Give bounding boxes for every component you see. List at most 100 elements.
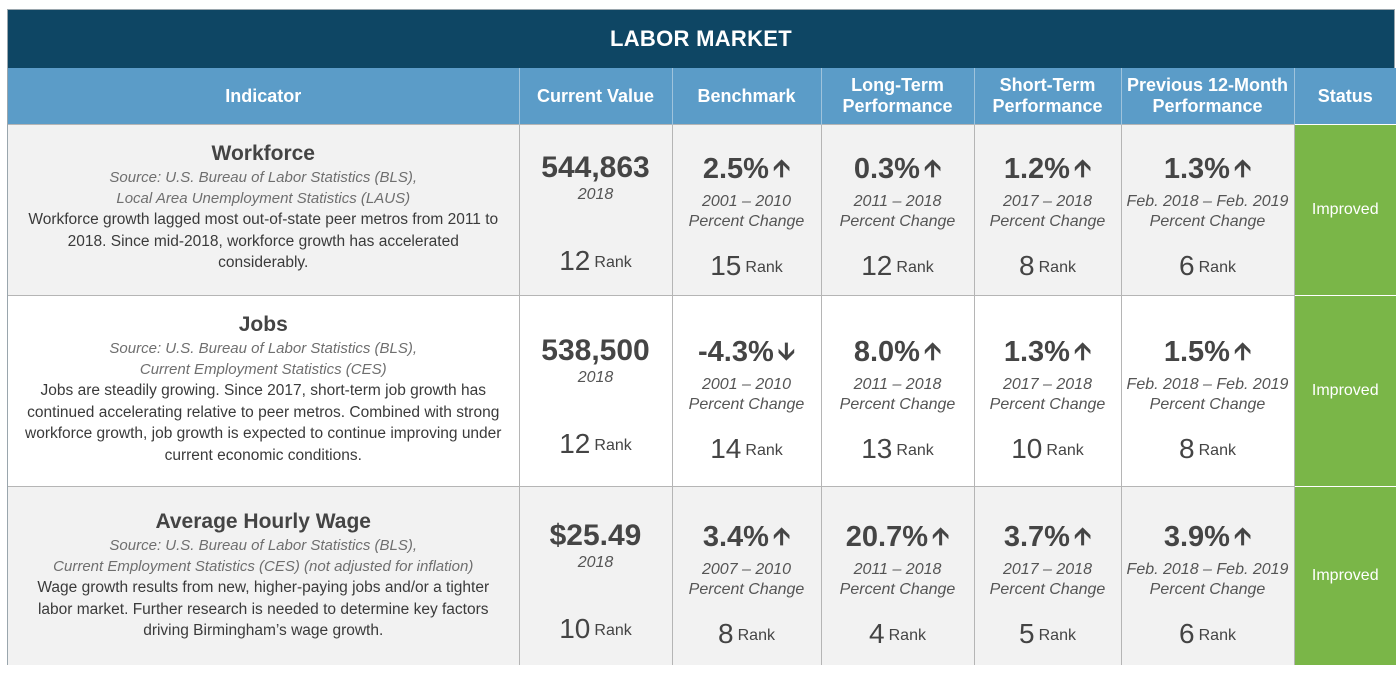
arrow-up-icon: 🡩 xyxy=(1233,523,1252,550)
rank-number: 14 xyxy=(710,433,742,464)
benchmark-cell: 2.5% 🡩 2001 – 2010 Percent Change 15 Rank xyxy=(672,124,822,296)
long-term-cell: 0.3% 🡩 2011 – 2018 Percent Change 12 Rank xyxy=(821,124,975,296)
previous-12-month-cell: 1.5% 🡩 Feb. 2018 – Feb. 2019 Percent Chan… xyxy=(1121,295,1295,487)
header-benchmark: Benchmark xyxy=(672,68,822,125)
arrow-up-icon: 🡩 xyxy=(1073,523,1092,550)
header-short-term: Short-Term Performance xyxy=(974,68,1122,125)
rank-label: Rank xyxy=(1198,259,1236,276)
benchmark-percent: 2.5% xyxy=(702,153,769,185)
benchmark-cell: 3.4% 🡩 2007 – 2010 Percent Change 8 Rank xyxy=(672,486,822,665)
long-term-period: 2011 – 2018 xyxy=(853,193,942,210)
short-term-cell: 3.7% 🡩 2017 – 2018 Percent Change 5 Rank xyxy=(974,486,1122,665)
indicator-cell: Average Hourly Wage Source: U.S. Bureau … xyxy=(8,486,520,665)
labor-market-table: Indicator Current Value Benchmark Long-T… xyxy=(8,68,1396,665)
table-row-workforce: Workforce Source: U.S. Bureau of Labor S… xyxy=(8,124,1396,296)
short-term-period: 2017 – 2018 xyxy=(1003,376,1092,393)
long-term-rank: 4 Rank xyxy=(822,618,974,650)
arrow-up-icon: 🡩 xyxy=(923,338,942,365)
long-term-period: 2011 – 2018 xyxy=(853,376,942,393)
previous-12-month-rank: 6 Rank xyxy=(1122,618,1294,650)
previous-12-month-rank: 6 Rank xyxy=(1122,250,1294,282)
long-term-rank: 12 Rank xyxy=(822,250,974,282)
header-status: Status xyxy=(1294,68,1396,125)
rank-label: Rank xyxy=(1038,259,1076,276)
indicator-source-line2: Current Employment Statistics (CES) xyxy=(139,361,387,378)
rank-number: 10 xyxy=(1011,433,1043,464)
previous-12-month-label: Percent Change xyxy=(1149,396,1266,413)
current-year: 2018 xyxy=(577,554,614,571)
current-year: 2018 xyxy=(577,186,614,203)
previous-12-month-label: Percent Change xyxy=(1149,581,1266,598)
header-indicator: Indicator xyxy=(8,68,520,125)
rank-number: 8 xyxy=(1179,433,1195,464)
long-term-cell: 20.7% 🡩 2011 – 2018 Percent Change 4 Rank xyxy=(821,486,975,665)
table-title: LABOR MARKET xyxy=(8,10,1394,68)
arrow-up-icon: 🡩 xyxy=(923,155,942,182)
rank-number: 10 xyxy=(559,613,591,644)
indicator-source-line2: Current Employment Statistics (CES) (not… xyxy=(53,558,474,575)
previous-12-month-percent: 1.5% xyxy=(1163,336,1230,368)
indicator-description: Workforce growth lagged most out-of-stat… xyxy=(28,211,499,271)
current-value-cell: 538,500 2018 12 Rank xyxy=(519,295,673,487)
table-row-average-hourly-wage: Average Hourly Wage Source: U.S. Bureau … xyxy=(8,486,1396,665)
rank-number: 6 xyxy=(1179,250,1195,281)
rank-number: 8 xyxy=(1019,250,1035,281)
long-term-label: Percent Change xyxy=(839,396,956,413)
rank-label: Rank xyxy=(737,627,775,644)
status-badge: Improved xyxy=(1294,486,1396,665)
current-rank: 12 Rank xyxy=(520,245,672,277)
short-term-period: 2017 – 2018 xyxy=(1003,561,1092,578)
short-term-label: Percent Change xyxy=(989,396,1106,413)
benchmark-label: Percent Change xyxy=(688,213,805,230)
header-long-term: Long-Term Performance xyxy=(821,68,975,125)
labor-market-table-container: LABOR MARKET Indicator Current Value Ben… xyxy=(7,9,1396,665)
benchmark-label: Percent Change xyxy=(688,581,805,598)
long-term-label: Percent Change xyxy=(839,213,956,230)
previous-12-month-period: Feb. 2018 – Feb. 2019 xyxy=(1126,561,1289,578)
header-prev-line2: Performance xyxy=(1152,96,1263,116)
previous-12-month-period: Feb. 2018 – Feb. 2019 xyxy=(1126,376,1289,393)
previous-12-month-cell: 3.9% 🡩 Feb. 2018 – Feb. 2019 Percent Chan… xyxy=(1121,486,1295,665)
header-previous-12-month: Previous 12-Month Performance xyxy=(1121,68,1295,125)
benchmark-percent: -4.3% xyxy=(698,336,774,368)
arrow-up-icon: 🡩 xyxy=(1073,338,1092,365)
rank-label: Rank xyxy=(896,442,934,459)
long-term-percent: 0.3% xyxy=(853,153,920,185)
rank-number: 5 xyxy=(1019,618,1035,649)
current-value-cell: $25.49 2018 10 Rank xyxy=(519,486,673,665)
arrow-up-icon: 🡩 xyxy=(1233,338,1252,365)
rank-number: 4 xyxy=(869,618,885,649)
indicator-description: Jobs are steadily growing. Since 2017, s… xyxy=(25,382,502,464)
rank-number: 6 xyxy=(1179,618,1195,649)
current-value: $25.49 xyxy=(549,519,642,552)
rank-label: Rank xyxy=(594,437,632,454)
indicator-source-line1: Source: U.S. Bureau of Labor Statistics … xyxy=(109,340,418,357)
short-term-rank: 5 Rank xyxy=(975,618,1121,650)
header-current-value: Current Value xyxy=(519,68,673,125)
long-term-period: 2011 – 2018 xyxy=(853,561,942,578)
arrow-up-icon: 🡩 xyxy=(1073,155,1092,182)
benchmark-cell: -4.3% 🡫 2001 – 2010 Percent Change 14 Rank xyxy=(672,295,822,487)
short-term-percent: 1.3% xyxy=(1003,336,1070,368)
rank-number: 8 xyxy=(718,618,734,649)
current-value-cell: 544,863 2018 12 Rank xyxy=(519,124,673,296)
rank-label: Rank xyxy=(896,259,934,276)
previous-12-month-percent: 1.3% xyxy=(1163,153,1230,185)
long-term-percent: 8.0% xyxy=(853,336,920,368)
previous-12-month-period: Feb. 2018 – Feb. 2019 xyxy=(1126,193,1289,210)
previous-12-month-rank: 8 Rank xyxy=(1122,433,1294,465)
indicator-name: Workforce xyxy=(211,142,315,165)
short-term-period: 2017 – 2018 xyxy=(1003,193,1092,210)
long-term-label: Percent Change xyxy=(839,581,956,598)
short-term-rank: 10 Rank xyxy=(975,433,1121,465)
short-term-percent: 3.7% xyxy=(1003,521,1070,553)
long-term-cell: 8.0% 🡩 2011 – 2018 Percent Change 13 Rank xyxy=(821,295,975,487)
table-row-jobs: Jobs Source: U.S. Bureau of Labor Statis… xyxy=(8,295,1396,487)
current-year: 2018 xyxy=(577,369,614,386)
header-short-term-line2: Performance xyxy=(992,96,1103,116)
rank-label: Rank xyxy=(1198,442,1236,459)
current-value: 538,500 xyxy=(541,334,650,367)
previous-12-month-label: Percent Change xyxy=(1149,213,1266,230)
header-long-term-line2: Performance xyxy=(842,96,953,116)
indicator-cell: Jobs Source: U.S. Bureau of Labor Statis… xyxy=(8,295,520,487)
